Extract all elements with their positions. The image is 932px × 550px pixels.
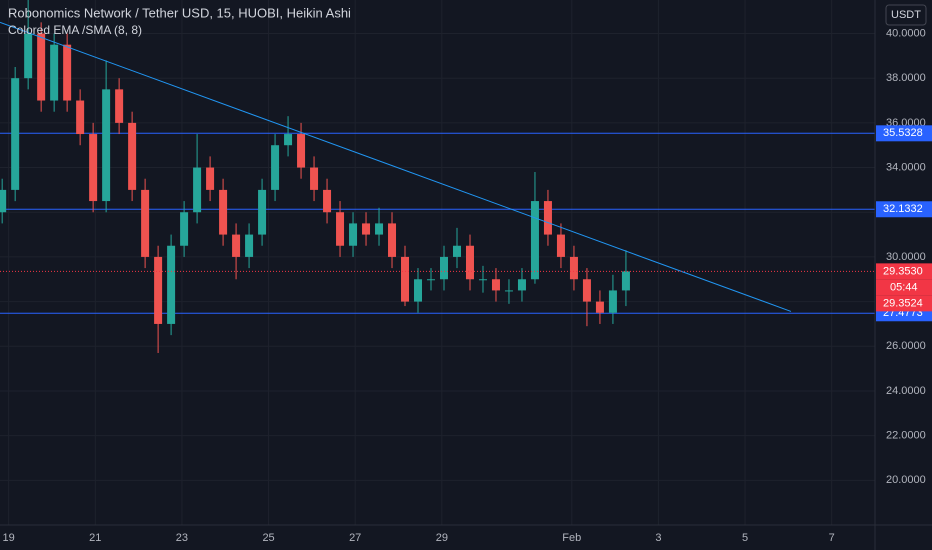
prev-price-label: 29.3524 [883,297,923,309]
indicator-label: Colored EMA /SMA (8, 8) [8,23,142,37]
candle-body [401,256,410,302]
candle-body [89,134,98,202]
candle-body [375,223,384,235]
y-tick-label: 20.0000 [886,474,926,486]
x-tick-label: 5 [742,532,748,544]
last-price-label-bg [876,263,932,280]
level-label-bg [876,125,932,142]
countdown-bg [876,279,932,296]
candle-body [180,212,189,246]
x-tick-label: 23 [176,532,188,544]
currency-label: USDT [891,9,921,21]
level-label: 35.5328 [883,127,923,139]
candle-body [115,89,124,123]
x-tick-label: 21 [89,532,101,544]
candle-body [362,223,371,235]
candle-body [582,279,591,302]
candle-body [414,279,423,302]
candle-body [543,201,552,235]
candle-body [491,279,500,291]
candle-body [232,234,241,257]
level-label: 32.1332 [883,203,923,215]
candle-body [50,44,59,101]
x-tick-label: 29 [436,532,448,544]
candle-body [569,256,578,280]
candle-body [284,134,293,146]
candle-body [478,279,487,281]
y-tick-label: 40.0000 [886,27,926,39]
x-tick-label: 3 [655,532,661,544]
candle-body [271,145,280,190]
y-tick-label: 26.0000 [886,340,926,352]
candle-body [310,167,319,190]
x-tick-label: Feb [562,532,581,544]
x-tick-label: 19 [3,532,15,544]
candle-body [608,290,617,313]
candle-body [530,201,539,280]
x-tick-label: 7 [829,532,835,544]
candle-body [245,234,254,257]
candle-body [11,78,20,190]
x-tick-label: 25 [262,532,274,544]
candle-body [76,100,85,135]
candle-body [465,245,474,280]
candle-body [0,189,7,213]
candle-body [297,134,306,168]
candle-body [128,122,137,190]
candle-body [504,290,513,292]
candle-body [556,234,565,257]
last-price-label: 29.3530 [883,265,923,277]
candle-body [37,33,46,101]
y-tick-label: 22.0000 [886,430,926,442]
y-tick-label: 34.0000 [886,161,926,173]
candle-body [193,167,202,213]
candle-body [427,279,436,281]
trendline [0,21,792,312]
y-tick-label: 38.0000 [886,72,926,84]
countdown: 05:44 [890,281,918,293]
candle-body [349,223,358,246]
currency-box[interactable] [885,4,927,26]
candle-body [336,212,345,246]
candle-body [621,271,630,291]
candle-body [517,279,526,291]
candle-body [24,33,33,79]
candle-body [63,44,72,101]
candle-body [154,256,163,324]
candle-body [141,189,150,257]
candle-body [258,189,267,235]
prev-price-bg [876,295,932,312]
candle-body [388,223,397,257]
y-tick-label: 24.0000 [886,385,926,397]
candle-body [206,167,215,190]
candle-body [219,189,228,235]
x-tick-label: 27 [349,532,361,544]
y-tick-label: 30.0000 [886,251,926,263]
candle-body [595,301,604,313]
candle-body [452,245,461,257]
candle-body [439,256,448,280]
level-label-bg [876,201,932,218]
candle-body [167,245,176,324]
candle-body [323,189,332,213]
chart-title: Robonomics Network / Tether USD, 15, HUO… [8,5,351,20]
candle-body [102,89,111,202]
